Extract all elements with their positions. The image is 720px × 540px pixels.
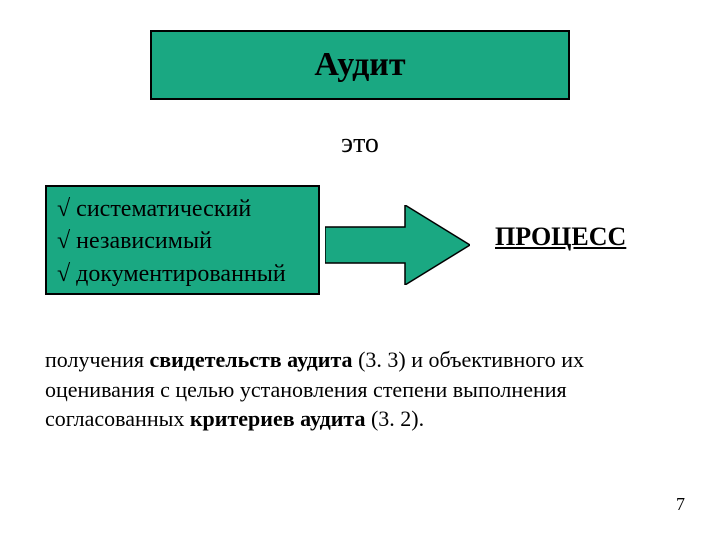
list-item-label: независимый [76,228,212,254]
list-item-label: документированный [76,261,286,287]
title-text: Аудит [314,46,405,84]
body-bold2: критериев аудита [190,406,366,431]
body-post: (3. 2). [365,406,424,431]
characteristics-box: √ систематический √ независимый √ докуме… [45,185,320,295]
list-item: √ независимый [57,225,308,257]
process-label: ПРОЦЕСС [495,222,626,252]
body-pre: получения [45,347,149,372]
list-item: √ документированный [57,258,308,290]
arrow-shape [325,205,470,285]
body-bold1: свидетельств аудита [149,347,352,372]
bullet: √ [57,261,70,287]
arrow-right-icon [325,205,470,285]
page-number: 7 [676,494,685,515]
bullet: √ [57,196,70,222]
title-box: Аудит [150,30,570,100]
list-item-label: систематический [76,196,251,222]
body-text: получения свидетельств аудита (3. 3) и о… [45,345,675,434]
list-item: √ систематический [57,193,308,225]
bullet: √ [57,228,70,254]
subtitle: это [0,128,720,160]
